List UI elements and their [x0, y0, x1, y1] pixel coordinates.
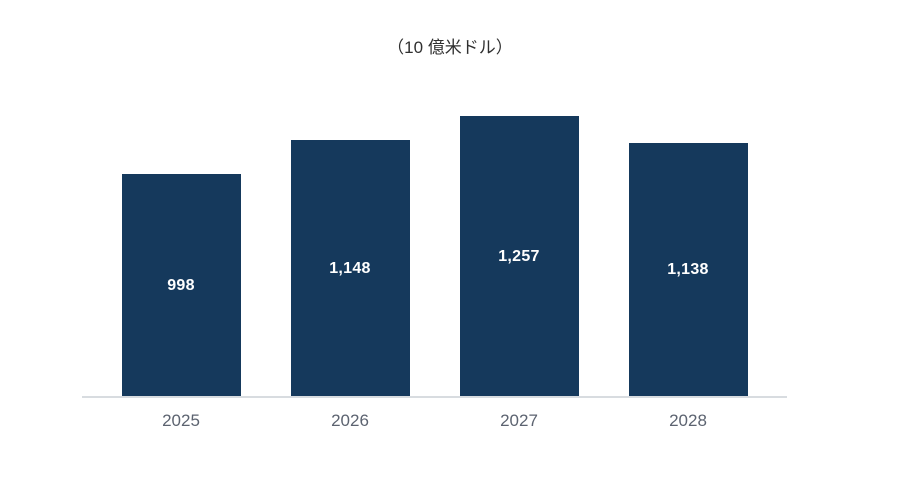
bar-2027: 1,257 [459, 116, 579, 397]
bar-value-label: 1,148 [329, 259, 371, 277]
x-axis-tick-label: 2025 [162, 411, 200, 430]
bar-value-label: 1,138 [667, 261, 709, 278]
bar-value-label: 1,257 [498, 247, 540, 265]
x-axis-tick-labels: 2025 2026 2027 2028 [82, 411, 787, 431]
bar-2026: 1,148 [290, 140, 410, 397]
x-axis-tick-label: 2026 [331, 411, 369, 430]
x-axis-tick-label: 2028 [669, 411, 707, 430]
bar-2025: 998 [121, 174, 241, 397]
bar-value-label: 998 [167, 276, 195, 294]
bar-2028: 1,138 [628, 143, 748, 397]
x-axis-tick-label: 2027 [500, 411, 538, 430]
plot-area: 998 1,148 1,257 1,138 2025 2026 2027 2028 [82, 84, 787, 430]
bars-container: 998 1,148 1,257 1,138 [82, 84, 787, 397]
chart-title: （10 億米ドル） [387, 38, 513, 57]
x-axis-line [82, 396, 787, 398]
